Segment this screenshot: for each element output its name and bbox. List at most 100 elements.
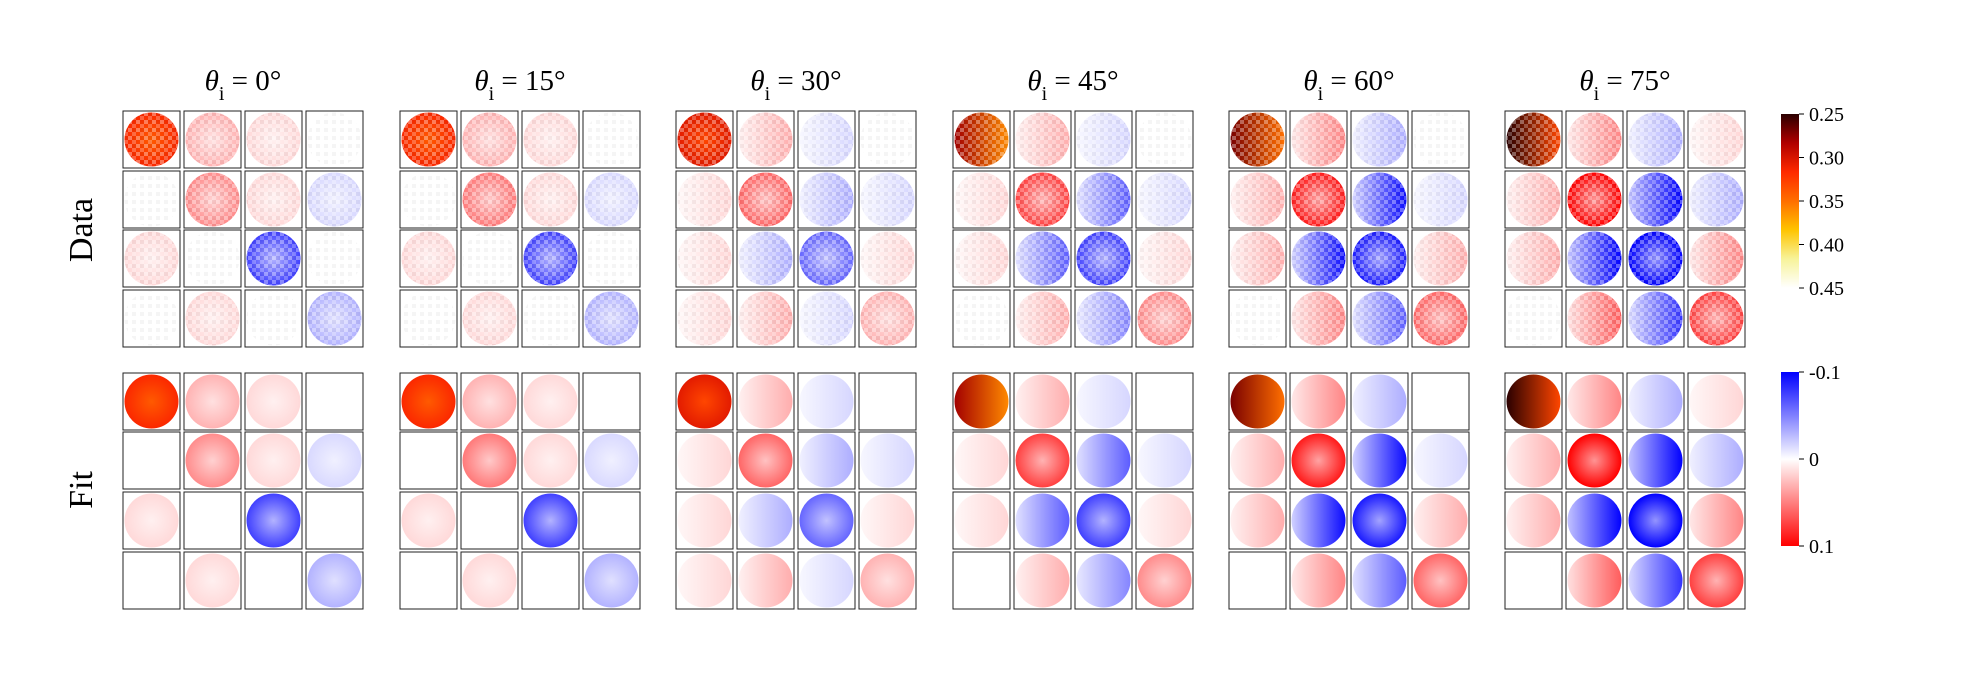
matrix-cell <box>1135 170 1194 229</box>
noise-overlay <box>1137 291 1192 346</box>
noise-overlay <box>307 172 362 227</box>
noise-overlay <box>1628 172 1683 227</box>
matrix-cell <box>122 289 181 348</box>
matrix-cell <box>952 170 1011 229</box>
pupil-map <box>1352 433 1407 488</box>
matrix-cell <box>521 110 580 169</box>
matrix-cell <box>1687 289 1746 348</box>
matrix-cell <box>305 372 364 431</box>
pupil-map <box>401 374 456 429</box>
colorbar-tick-label: 0.45 <box>1809 278 1844 300</box>
matrix-cell <box>1228 170 1287 229</box>
matrix-cell <box>952 551 1011 610</box>
colorbar: -0.1 0 0.1 <box>1781 362 1841 558</box>
matrix-cell <box>1626 229 1685 288</box>
matrix-cell <box>1411 372 1470 431</box>
noise-overlay <box>1076 172 1131 227</box>
matrix-cell <box>736 431 795 490</box>
noise-overlay <box>185 291 240 346</box>
pupil-map <box>1230 433 1285 488</box>
matrix-cell <box>244 491 303 550</box>
noise-overlay <box>124 291 179 346</box>
noise-overlay <box>1413 291 1468 346</box>
noise-overlay <box>1230 112 1285 167</box>
noise-overlay <box>307 291 362 346</box>
matrix-cell <box>1504 229 1563 288</box>
matrix-cell <box>305 110 364 169</box>
pupil-map <box>1628 374 1683 429</box>
matrix-cell <box>1411 289 1470 348</box>
matrix-cell <box>460 551 519 610</box>
matrix-cell <box>460 110 519 169</box>
matrix-cell <box>183 110 242 169</box>
colorbar-tick-label: 0 <box>1809 449 1819 471</box>
noise-overlay <box>1567 112 1622 167</box>
matrix-cell <box>122 110 181 169</box>
noise-overlay <box>523 172 578 227</box>
matrix-cell <box>1687 229 1746 288</box>
matrix-cell <box>952 372 1011 431</box>
noise-overlay <box>401 172 456 227</box>
matrix-cell <box>797 431 856 490</box>
matrix-cell <box>1289 170 1348 229</box>
matrix-cell <box>1626 372 1685 431</box>
matrix-cell <box>1350 289 1409 348</box>
noise-overlay <box>1628 112 1683 167</box>
colorbar-tick-label: 0.25 <box>1809 104 1844 126</box>
matrix-cell <box>1135 431 1194 490</box>
noise-overlay <box>799 231 854 286</box>
matrix-cell <box>399 289 458 348</box>
matrix-cell <box>736 229 795 288</box>
colorbar-ramp <box>1781 372 1799 546</box>
matrix-cell <box>1687 170 1746 229</box>
row-label-data: Data <box>63 198 100 262</box>
pupil-map <box>860 374 915 429</box>
pupil-map <box>1076 553 1131 608</box>
matrix-cell <box>183 170 242 229</box>
noise-overlay <box>1230 291 1285 346</box>
noise-overlay <box>799 291 854 346</box>
noise-overlay <box>1567 231 1622 286</box>
matrix-cell <box>1504 431 1563 490</box>
noise-overlay <box>860 231 915 286</box>
noise-overlay <box>1291 231 1346 286</box>
matrix-cell <box>736 110 795 169</box>
pupil-map <box>124 433 179 488</box>
pupil-map <box>523 493 578 548</box>
pupil-map <box>738 493 793 548</box>
matrix-cell <box>1504 372 1563 431</box>
noise-overlay <box>1015 172 1070 227</box>
matrix-cell <box>1289 551 1348 610</box>
noise-overlay <box>124 112 179 167</box>
matrix-cell <box>1411 110 1470 169</box>
noise-overlay <box>1137 231 1192 286</box>
pupil-map <box>1230 493 1285 548</box>
pupil-map <box>799 553 854 608</box>
matrix-cell <box>1013 551 1072 610</box>
matrix-cell <box>1350 372 1409 431</box>
noise-overlay <box>954 172 1009 227</box>
matrix-cell <box>399 229 458 288</box>
matrix-cell <box>1565 289 1624 348</box>
matrix-cell <box>858 372 917 431</box>
pupil-map <box>185 374 240 429</box>
noise-overlay <box>1076 112 1131 167</box>
matrix-cell <box>521 289 580 348</box>
pupil-map <box>307 433 362 488</box>
noise-overlay <box>1413 172 1468 227</box>
pupil-map <box>185 493 240 548</box>
matrix-cell <box>1350 431 1409 490</box>
noise-overlay <box>401 291 456 346</box>
noise-overlay <box>799 172 854 227</box>
noise-overlay <box>462 231 517 286</box>
matrix-cell <box>460 229 519 288</box>
matrix-cell <box>122 491 181 550</box>
noise-overlay <box>401 112 456 167</box>
matrix-cell <box>244 431 303 490</box>
noise-overlay <box>1137 112 1192 167</box>
pupil-map <box>462 553 517 608</box>
noise-overlay <box>738 172 793 227</box>
pupil-map <box>246 493 301 548</box>
matrix-cell <box>1074 551 1133 610</box>
pupil-map <box>860 553 915 608</box>
